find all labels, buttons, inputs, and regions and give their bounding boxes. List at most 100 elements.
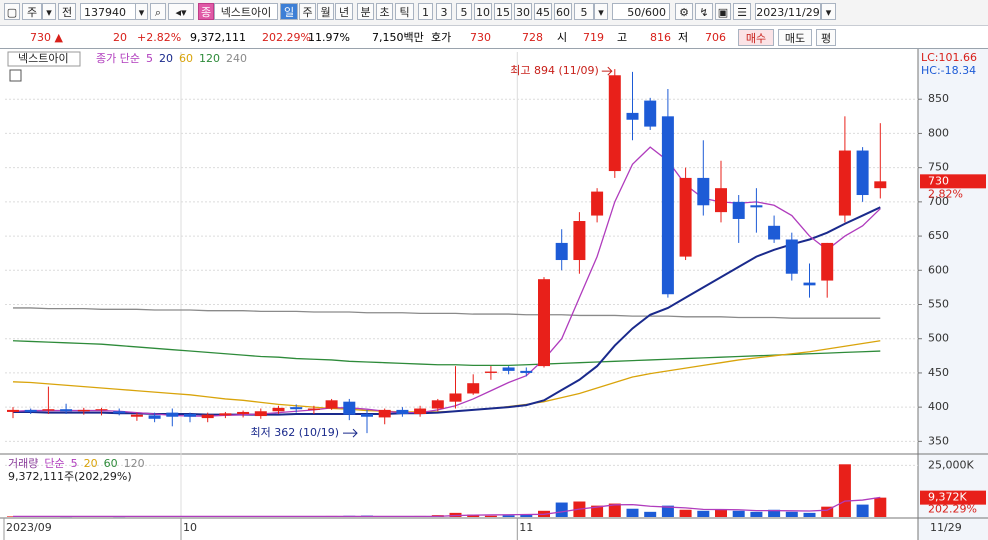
hc-label: HC:-18.34: [921, 64, 976, 77]
interval-button[interactable]: 월: [317, 3, 334, 20]
save-button[interactable]: ▣: [715, 3, 731, 20]
candle-body: [573, 221, 586, 261]
price-marker-label: 730: [928, 174, 949, 187]
annotation: 최고 894 (11/09): [510, 64, 599, 77]
sound-button[interactable]: ◂▾: [168, 3, 194, 20]
rate: +2.82%: [137, 31, 182, 44]
moving-average: [13, 307, 881, 319]
candle-body: [555, 242, 568, 261]
legend-entry: 5: [146, 52, 153, 65]
candle-body: [874, 181, 887, 189]
tool-button[interactable]: ⚙: [675, 3, 693, 20]
candle-body: [24, 409, 37, 412]
amount: 7,150백만: [372, 31, 424, 44]
y-tick-label: 700: [928, 195, 949, 208]
interval-button[interactable]: 30: [514, 3, 532, 20]
dropdown[interactable]: ▾: [42, 3, 56, 20]
legend-entry: 120: [124, 457, 145, 470]
candle-body: [307, 408, 320, 410]
candle-body: [113, 411, 126, 414]
legend-entry: 20: [159, 52, 173, 65]
candle-body: [626, 112, 639, 120]
interval-button[interactable]: 분: [357, 3, 374, 20]
candle-body: [538, 279, 550, 367]
menu-button[interactable]: ▢: [4, 3, 20, 20]
period-select[interactable]: 주: [22, 3, 42, 20]
search-button[interactable]: ⌕: [150, 3, 166, 20]
step-input[interactable]: 5: [574, 3, 594, 20]
volume-bar: [608, 503, 621, 517]
interval-button[interactable]: 년: [335, 3, 353, 20]
candle-body: [414, 408, 427, 414]
interval-button[interactable]: 주: [299, 3, 316, 20]
tool-button[interactable]: ↯: [695, 3, 713, 20]
sell-button[interactable]: 매도: [778, 29, 812, 46]
candle-body: [361, 413, 373, 417]
interval-button[interactable]: 45: [534, 3, 552, 20]
candle-body: [431, 400, 444, 409]
x-tick-label: 11: [519, 521, 533, 534]
volume-bar: [732, 510, 745, 517]
interval-button[interactable]: 5: [456, 3, 472, 20]
candle-body: [254, 411, 267, 417]
y-tick-label: 750: [928, 161, 949, 174]
avg-button[interactable]: 평: [816, 29, 836, 46]
candle-body: [715, 188, 727, 213]
y-tick-label: 25,000K: [928, 458, 974, 471]
change: 20: [113, 31, 127, 44]
dropdown[interactable]: ▾: [821, 3, 836, 20]
legend-entry: 60: [179, 52, 193, 65]
volume-bar: [803, 512, 816, 517]
axis-bg: [918, 49, 988, 540]
y-tick-label: 600: [928, 263, 949, 276]
label: 시: [557, 31, 568, 44]
volume-bar: [697, 510, 710, 517]
legend-entry: 240: [226, 52, 247, 65]
candle-body: [449, 393, 462, 402]
candle-body: [290, 407, 303, 410]
y-tick-label: 450: [928, 366, 949, 379]
volume-bar: [856, 504, 869, 517]
volume-marker: [920, 490, 986, 505]
legend-entry: 5: [71, 457, 78, 470]
interval-button[interactable]: 초: [376, 3, 393, 20]
buy-button[interactable]: 매수: [738, 29, 774, 46]
label: 저: [678, 31, 689, 44]
interval-button[interactable]: 15: [494, 3, 512, 20]
interval-button[interactable]: 10: [474, 3, 492, 20]
label: 호가: [431, 31, 452, 44]
candle-body: [502, 367, 515, 371]
candle-body: [148, 415, 161, 419]
y-tick-label: 800: [928, 126, 949, 139]
interval-button[interactable]: 3: [436, 3, 452, 20]
volume-summary: 9,372,111주(202,29%): [8, 470, 132, 483]
volume-bar: [644, 511, 657, 517]
volume-bar: [661, 505, 674, 517]
candle-body: [838, 150, 851, 216]
interval-button[interactable]: 틱: [395, 3, 414, 20]
candle-body: [484, 371, 497, 373]
scope-button[interactable]: 전: [58, 3, 76, 20]
interval-button[interactable]: 1: [418, 3, 433, 20]
candle-body: [644, 100, 657, 127]
interval-button[interactable]: 일: [280, 3, 298, 20]
tool-button[interactable]: ☰: [733, 3, 751, 20]
candle-body: [661, 116, 674, 295]
count-input[interactable]: 50/600: [612, 3, 670, 20]
dropdown[interactable]: ▾: [594, 3, 608, 20]
candle-body: [821, 242, 834, 281]
candle-body: [325, 400, 338, 409]
dropdown[interactable]: ▾: [135, 3, 148, 20]
ask: 730: [470, 31, 491, 44]
icon: [9, 69, 22, 82]
interval-button[interactable]: 60: [554, 3, 572, 20]
candle-body: [378, 409, 391, 418]
stock-name: 넥스트아이: [214, 3, 278, 20]
candle-body: [768, 225, 781, 240]
date-input[interactable]: 2023/11/29: [755, 3, 821, 20]
candle-body: [750, 205, 763, 208]
code-input[interactable]: 137940: [80, 3, 136, 20]
candle-body: [219, 413, 232, 416]
